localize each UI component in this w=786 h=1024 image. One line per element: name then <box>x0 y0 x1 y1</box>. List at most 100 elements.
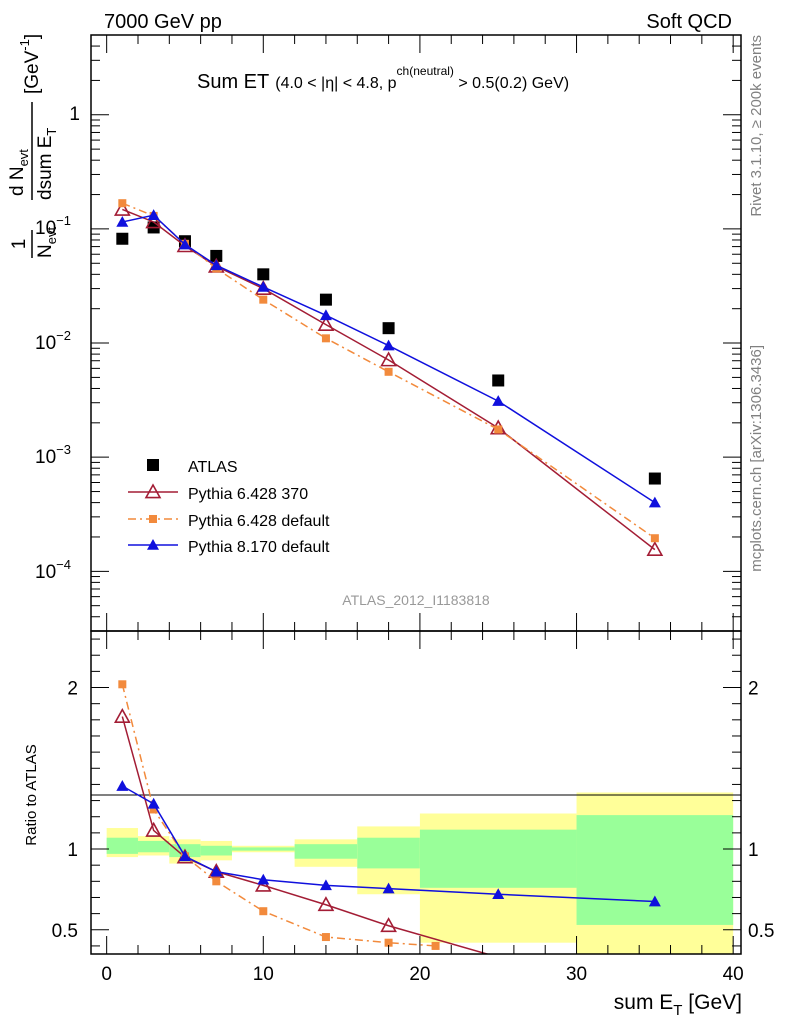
ratio-xlabel: sum ET [GeV] <box>614 991 742 1019</box>
rivet-label: Rivet 3.1.10, ≥ 200k events <box>748 35 765 217</box>
ylabel-frac-num: 1 <box>9 239 30 250</box>
legend-marker-pythia-6-428-370 <box>144 483 162 499</box>
ytick-label-1: 1 <box>69 104 80 125</box>
point-pythia-8-170-default <box>147 209 160 220</box>
ratio-point-pythia-6-428-default <box>149 805 158 814</box>
ratio-band-inner <box>294 844 358 859</box>
ytick-label-1e-2: 10−2 <box>35 328 71 354</box>
ratio-point-pythia-6-428-370 <box>113 707 131 723</box>
ratio-line-pythia-6-428-370 <box>121 716 490 954</box>
legend-marker-pythia-8-170-default <box>147 539 159 550</box>
ratio-point-pythia-6-428-370 <box>317 896 335 912</box>
point-pythia-8-170-default <box>492 395 505 406</box>
ytick-label-1e-1: 10−1 <box>35 213 71 239</box>
ratio-frame <box>90 630 742 955</box>
ratio-xtick-label: 30 <box>566 964 587 985</box>
ytick-label-1e-3: 10−3 <box>35 442 71 468</box>
header-left: 7000 GeV pp <box>104 11 222 33</box>
ratio-point-pythia-8-170-default <box>382 882 395 894</box>
point-pythia-6-428-370 <box>145 213 163 229</box>
ytick-label-1e-4: 10−4 <box>35 557 71 583</box>
ratio-point-pythia-6-428-default <box>212 877 221 886</box>
ratio-point-pythia-6-428-default <box>259 907 268 916</box>
ylabel-d-den: dsum ET <box>35 128 59 200</box>
ratio-point-pythia-6-428-default <box>118 680 127 689</box>
ratio-point-pythia-6-428-370 <box>380 917 397 933</box>
point-pythia-8-170-default <box>116 215 129 227</box>
main-panel: 1 10−1 10−2 10−3 10−4 Sum ET (4.0 < |η| <… <box>7 34 742 632</box>
ratio-panel: 0 10 20 30 40 0.5 0.5 1 1 2 2 Ratio to ATLAS sum … <box>23 630 775 1019</box>
ratio-clipped <box>113 680 661 954</box>
point-atlas <box>648 472 661 485</box>
series-line-pythia-6-428-default <box>122 202 656 539</box>
legend-label-p6-default: Pythia 6.428 default <box>188 513 330 530</box>
ratio-series-layer <box>113 680 661 954</box>
point-pythia-6-428-default <box>650 534 659 543</box>
legend-marker-pythia-6-428-default <box>149 515 157 523</box>
ratio-point-pythia-6-428-default <box>321 933 330 942</box>
legend: ATLAS Pythia 6.428 370 Pythia 6.428 defa… <box>128 459 330 556</box>
ratio-point-pythia-8-170-default <box>210 865 223 877</box>
point-pythia-6-428-370 <box>646 540 664 556</box>
legend-markers <box>128 459 178 550</box>
ratio-ylabel: Ratio to ATLAS <box>23 744 40 845</box>
ratio-xtick-label: 10 <box>253 964 274 985</box>
main-ylabel: 1 Nevt d Nevt dsum ET [GeV-1] <box>7 34 59 258</box>
main-ytick-labels: 1 10−1 10−2 10−3 10−4 <box>35 104 80 583</box>
ratio-ytick-labels: 0.5 0.5 1 1 2 2 <box>52 679 775 942</box>
main-series-layer <box>113 199 664 556</box>
chart-title: Sum ET (4.0 < |η| < 4.8, pch(neutral) > 0… <box>197 64 569 93</box>
ratio-axis-ticks <box>91 631 741 954</box>
point-pythia-6-428-default <box>384 367 393 376</box>
point-atlas <box>257 268 270 281</box>
ratio-band-inner <box>106 837 138 854</box>
ratio-band-inner <box>576 815 734 925</box>
ratio-point-pythia-8-170-default <box>257 873 270 885</box>
point-pythia-8-170-default <box>319 309 332 321</box>
ratio-point-pythia-6-428-370 <box>145 821 163 837</box>
ratio-point-pythia-8-170-default <box>492 888 505 900</box>
point-atlas <box>382 322 395 335</box>
ratio-band-inner <box>137 840 170 853</box>
ratio-line-pythia-6-428-default <box>121 684 436 947</box>
ratio-band-inner <box>357 837 420 869</box>
main-axis-ticks <box>91 34 741 632</box>
point-atlas <box>492 374 505 387</box>
point-pythia-6-428-370 <box>113 200 131 216</box>
ratio-xtick-label: 0 <box>101 964 112 985</box>
legend-marker-atlas <box>147 459 159 471</box>
ratio-band-inner <box>200 845 232 856</box>
ratio-ytick-label-right: 1 <box>748 840 759 861</box>
ratio-point-pythia-8-170-default <box>147 797 160 809</box>
ratio-point-pythia-8-170-default <box>319 879 332 891</box>
analysis-watermark: ATLAS_2012_I1183818 <box>342 592 490 608</box>
ratio-ytick-label-left: 2 <box>67 679 78 700</box>
point-pythia-6-428-default <box>118 199 127 208</box>
ratio-xtick-labels: 0 10 20 30 40 <box>101 964 743 985</box>
ylabel-unit: [GeV-1] <box>17 34 43 94</box>
ratio-point-pythia-6-428-default <box>384 938 393 947</box>
point-atlas <box>116 232 129 245</box>
point-pythia-6-428-default <box>259 295 268 304</box>
ratio-ytick-label-left: 0.5 <box>52 921 78 942</box>
point-pythia-8-170-default <box>382 339 395 351</box>
point-atlas <box>319 293 332 306</box>
ylabel-d-num: d Nevt <box>7 149 31 196</box>
ratio-band-inner <box>419 829 577 888</box>
ratio-point-pythia-8-170-default <box>116 780 129 791</box>
point-pythia-6-428-default <box>494 425 503 434</box>
ratio-point-pythia-6-428-370 <box>254 876 272 892</box>
mcplots-label: mcplots.cern.ch [arXiv:1306.3436] <box>748 345 765 572</box>
point-pythia-8-170-default <box>210 259 223 271</box>
point-pythia-6-428-370 <box>380 351 397 367</box>
ratio-uncertainty-bands <box>106 792 734 954</box>
legend-label-p8-default: Pythia 8.170 default <box>188 539 330 556</box>
point-pythia-6-428-370 <box>317 315 335 332</box>
point-atlas <box>210 249 223 262</box>
ratio-xtick-label: 20 <box>409 964 430 985</box>
ratio-xtick-label: 40 <box>723 964 744 985</box>
point-pythia-8-170-default <box>257 280 270 292</box>
point-pythia-8-170-default <box>178 238 191 250</box>
point-pythia-8-170-default <box>648 496 661 508</box>
